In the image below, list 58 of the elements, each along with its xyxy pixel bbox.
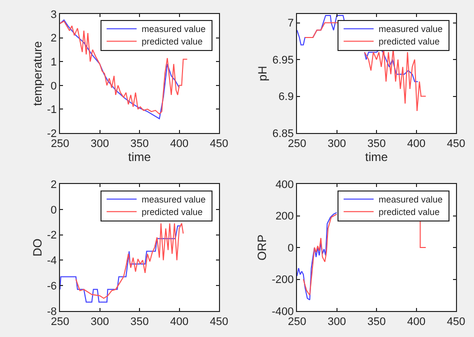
x-tick-label: 250 [50, 316, 70, 328]
y-tick-label: 0 [50, 80, 57, 92]
x-tick-label: 450 [446, 138, 466, 150]
y-tick-label: 0 [288, 242, 294, 254]
y-tick-label: 6.85 [272, 128, 294, 140]
x-axis-title: time [128, 150, 152, 164]
legend-label: measured value [142, 194, 206, 205]
y-tick-label: 400 [275, 178, 294, 191]
x-tick-label: 250 [288, 138, 306, 150]
y-tick-label: -2 [47, 230, 57, 242]
legend-label: predicted value [378, 36, 440, 47]
x-tick-label: 400 [170, 316, 188, 328]
legend-label: predicted value [142, 207, 203, 218]
y-tick-label: 2 [50, 32, 57, 45]
x-tick-label: 400 [407, 316, 426, 328]
y-tick-label: -400 [272, 306, 294, 318]
legend-label: measured value [378, 24, 443, 34]
y-tick-label: -4 [47, 255, 57, 268]
y-axis-title: pH [256, 66, 270, 82]
x-tick-label: 350 [367, 138, 386, 150]
x-tick-label: 350 [130, 138, 149, 150]
x-tick-label: 400 [407, 138, 426, 150]
line-series [75, 222, 184, 299]
x-tick-label: 450 [210, 316, 228, 328]
y-tick-label: -2 [47, 128, 57, 140]
y-tick-label: 1 [50, 56, 57, 68]
y-tick-label: 0 [50, 204, 57, 216]
legend-label: predicted value [378, 207, 440, 218]
x-tick-label: 300 [328, 316, 346, 328]
x-tick-label: 250 [288, 316, 306, 328]
y-tick-label: -6 [47, 280, 57, 292]
y-tick-label: -8 [47, 306, 57, 318]
line-series [60, 225, 182, 303]
legend-label: measured value [378, 194, 443, 205]
legend-label: measured value [142, 24, 206, 34]
y-tick-label: 7 [288, 18, 294, 30]
x-axis-title: time [365, 150, 388, 164]
x-tick-label: 300 [90, 138, 109, 150]
y-axis-title: temperature [30, 40, 44, 106]
y-tick-label: -1 [47, 104, 57, 116]
y-axis-title: ORP [255, 234, 270, 261]
y-tick-label: 6.95 [272, 54, 294, 66]
x-tick-label: 250 [50, 138, 70, 150]
x-tick-label: 300 [90, 316, 109, 328]
x-tick-label: 300 [328, 138, 346, 150]
legend-label: predicted value [142, 36, 203, 47]
x-tick-label: 350 [130, 316, 149, 328]
y-tick-label: 6.9 [278, 91, 294, 104]
x-tick-label: 350 [367, 316, 386, 328]
x-tick-label: 450 [210, 138, 228, 150]
y-tick-label: 200 [275, 210, 294, 223]
x-tick-label: 400 [170, 138, 188, 150]
line-series [297, 212, 338, 300]
x-tick-label: 450 [446, 316, 466, 328]
y-tick-label: -200 [272, 274, 294, 286]
y-axis-title: DO [30, 238, 44, 256]
y-tick-label: 3 [50, 8, 57, 21]
y-tick-label: 2 [50, 178, 57, 191]
